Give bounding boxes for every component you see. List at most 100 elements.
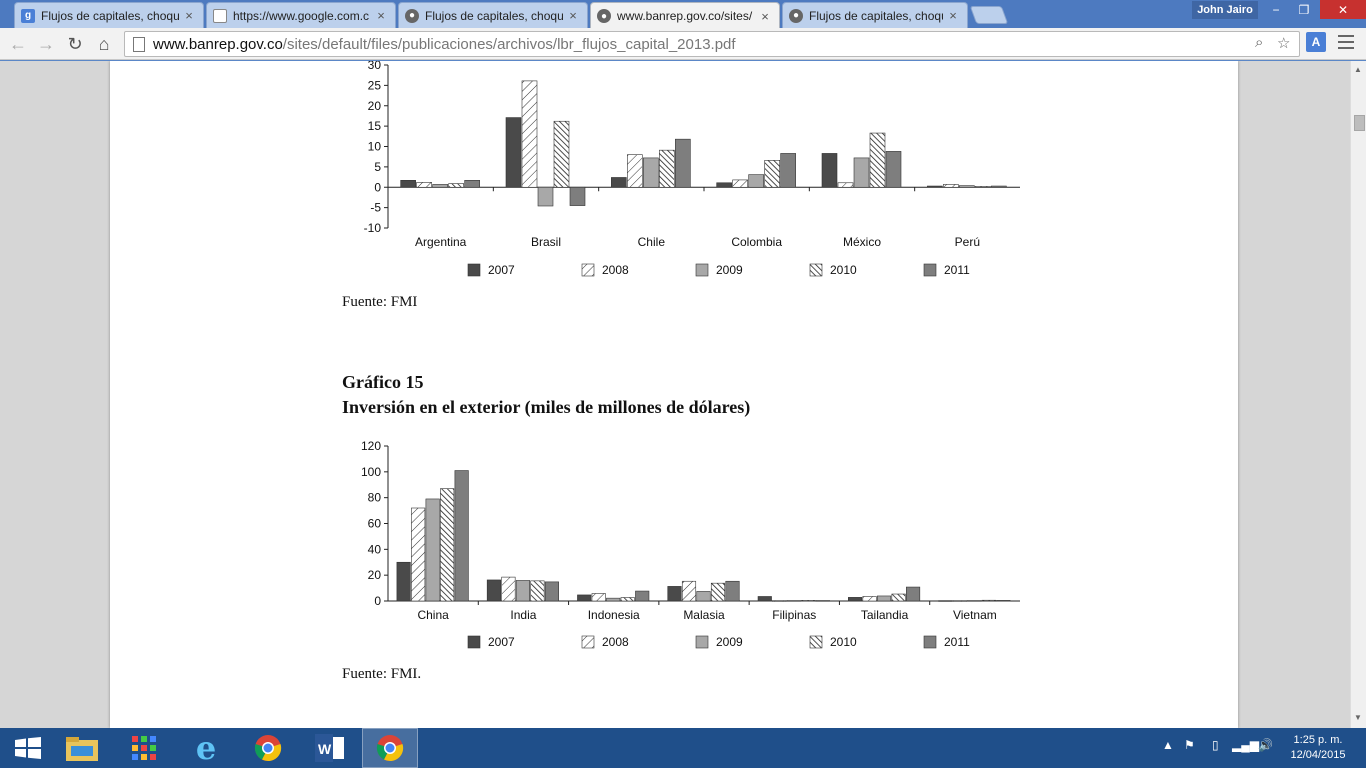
y-tick-label: 30 [368, 61, 382, 72]
bar-2011-Malasia [725, 580, 740, 602]
word-button[interactable]: W [302, 728, 358, 768]
tab-flujos-2[interactable]: ● Flujos de capitales, choqu × [398, 2, 588, 28]
forward-icon[interactable]: → [37, 33, 55, 54]
word-icon: W [315, 734, 344, 762]
close-icon[interactable]: × [761, 8, 769, 24]
scroll-thumb[interactable] [1354, 115, 1365, 131]
chrome-icon [254, 735, 282, 762]
tab-flujos-1[interactable]: g Flujos de capitales, choqu × [14, 2, 204, 28]
bar-2007-Chile [611, 177, 627, 188]
close-icon[interactable]: × [185, 8, 193, 23]
page-icon [133, 36, 145, 52]
chrome-button[interactable] [240, 728, 296, 768]
address-bar[interactable]: www.banrep.gov.co/sites/default/files/pu… [124, 31, 1300, 57]
close-icon[interactable]: × [377, 8, 385, 23]
bar-2008-Tailandia [862, 596, 877, 602]
bar-2010-India [530, 580, 545, 602]
y-tick-label: 60 [368, 517, 382, 531]
y-tick-label: 15 [368, 119, 382, 133]
legend-swatch-2008 [581, 635, 595, 649]
new-tab-button[interactable] [969, 6, 1009, 24]
bar-2011-Tailandia [906, 586, 921, 602]
tab-flujos-3[interactable]: ● Flujos de capitales, choqu × [782, 2, 968, 28]
reload-icon[interactable]: ↻ [67, 33, 83, 54]
bar-2011-México [885, 151, 902, 188]
legend-swatch-2011 [923, 263, 937, 277]
translate-icon[interactable]: A [1306, 32, 1326, 52]
menu-icon[interactable] [1338, 35, 1354, 51]
category-label: India [510, 608, 536, 622]
tab-title: Flujos de capitales, choqu [41, 8, 179, 23]
close-icon[interactable]: × [569, 8, 577, 23]
bar-2007-Tailandia [848, 597, 863, 602]
battery-icon[interactable]: ▯ [1212, 738, 1219, 752]
bar-2007-México [821, 153, 838, 188]
bar-2008-Indonesia [591, 593, 606, 602]
y-tick-label: 10 [368, 140, 382, 154]
bar-2007-Brasil [505, 117, 522, 188]
legend-label-2011: 2011 [944, 635, 970, 649]
close-window-button[interactable]: ✕ [1320, 0, 1366, 19]
category-label: Vietnam [953, 608, 997, 622]
profile-button[interactable]: John Jairo [1192, 1, 1258, 19]
bar-2010-Vietnam [981, 599, 996, 602]
scroll-up-icon[interactable]: ▲ [1354, 65, 1362, 74]
tab-title: Flujos de capitales, choqu [809, 8, 943, 23]
bar-2011-Colombia [780, 153, 796, 188]
signal-icon[interactable]: ▂▄▆ [1232, 738, 1259, 752]
legend-label-2010: 2010 [830, 635, 857, 649]
back-icon[interactable]: ← [9, 33, 27, 54]
internet-explorer-button[interactable]: e [178, 728, 234, 768]
volume-icon[interactable]: 🔊 [1258, 738, 1273, 752]
home-icon[interactable]: ⌂ [98, 33, 110, 54]
google-icon: g [21, 8, 35, 23]
restore-button[interactable]: ❐ [1298, 2, 1310, 17]
tab-title: https://www.google.com.c [233, 8, 370, 23]
pdf-page: 30 25 20 15 10 5 0 -5 -10 Argentina Brasil Chile Col… [110, 61, 1238, 728]
legend-label-2011: 2011 [944, 263, 970, 277]
windows-taskbar: e W ▲ ⚑ ▯ ▂▄▆ 🔊 1:25 p. m. 12/04/2015 [0, 728, 1366, 768]
chrome-active-button[interactable] [362, 728, 418, 768]
show-hidden-icons[interactable]: ▲ [1162, 738, 1174, 752]
y-tick-label: 20 [368, 568, 382, 582]
y-tick-label: 100 [361, 465, 381, 479]
url-domain: www.banrep.gov.co [153, 35, 283, 53]
scroll-down-icon[interactable]: ▼ [1354, 713, 1362, 722]
bookmark-star-icon[interactable]: ☆ [1277, 35, 1291, 52]
category-label: Brasil [531, 235, 561, 249]
y-tick-label: 25 [368, 78, 382, 92]
bar-2008-Perú [943, 184, 959, 188]
bar-2011-India [544, 581, 559, 602]
start-button[interactable] [0, 728, 56, 768]
y-tick-label: -5 [370, 201, 381, 215]
minimize-button[interactable]: − [1272, 2, 1280, 17]
file-explorer-button[interactable] [54, 728, 110, 768]
bar-2008-Argentina [416, 182, 432, 188]
tab-google[interactable]: https://www.google.com.c × [206, 2, 396, 28]
bar-2009-Tailandia [877, 595, 892, 602]
zoom-icon[interactable]: ⌕ [1255, 34, 1264, 51]
bar-2010-Colombia [764, 160, 780, 188]
bar-2007-Colombia [716, 182, 732, 188]
taskbar-clock[interactable]: 1:25 p. m. 12/04/2015 [1283, 733, 1353, 763]
bar-2009-Vietnam [967, 600, 982, 602]
chart2-source: Fuente: FMI. [342, 666, 422, 682]
chart1-source: Fuente: FMI [342, 294, 418, 310]
windows-logo-icon [15, 737, 41, 759]
legend-swatch-2010 [809, 263, 823, 277]
bar-2011-Indonesia [635, 590, 650, 602]
legend-label-2008: 2008 [602, 263, 629, 277]
apps-button[interactable] [116, 728, 172, 768]
category-label: México [843, 235, 881, 249]
bar-2008-Chile [627, 154, 643, 188]
pdf-viewer: 30 25 20 15 10 5 0 -5 -10 Argentina Brasil Chile Col… [0, 61, 1366, 728]
folder-icon [66, 737, 98, 761]
tab-banrep-active[interactable]: ● www.banrep.gov.co/sites/ × [590, 2, 780, 29]
legend-swatch-2008 [581, 263, 595, 277]
internet-explorer-icon: e [195, 729, 217, 767]
close-icon[interactable]: × [949, 8, 957, 23]
vertical-scrollbar[interactable]: ▲ ▼ [1350, 61, 1366, 728]
bar-2010-Malasia [710, 582, 726, 602]
flag-icon[interactable]: ⚑ [1184, 738, 1195, 752]
bar-2011-Perú [991, 185, 1007, 188]
